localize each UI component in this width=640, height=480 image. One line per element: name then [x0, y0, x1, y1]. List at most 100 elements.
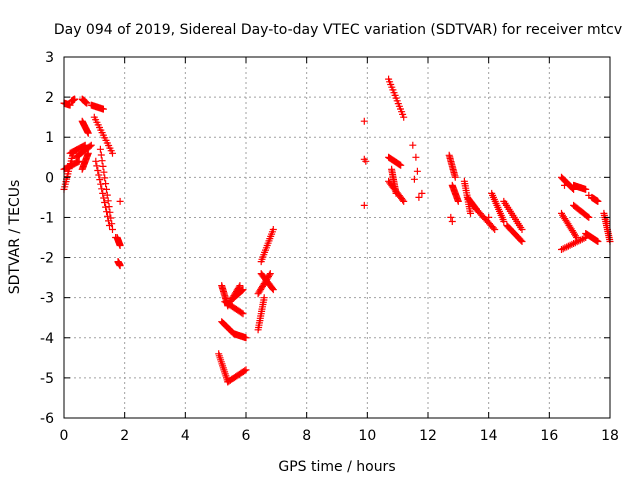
data-point: [585, 213, 593, 221]
y-axis-label: SDTVAR / TECUs: [7, 180, 23, 295]
data-point: [451, 173, 459, 181]
data-point: [116, 262, 124, 270]
data-point: [95, 171, 103, 179]
data-point: [573, 238, 581, 246]
y-tick-label: -3: [40, 291, 54, 307]
data-point: [84, 149, 92, 157]
data-point: [101, 174, 109, 182]
data-point: [418, 189, 426, 197]
data-point: [97, 151, 105, 159]
data-point: [99, 189, 107, 197]
data-point: [71, 95, 79, 103]
x-axis-label: GPS time / hours: [278, 459, 395, 475]
data-points: [60, 75, 614, 386]
data-point: [241, 367, 249, 375]
x-tick-label: 0: [60, 428, 69, 444]
data-point: [409, 141, 417, 149]
data-point: [500, 218, 508, 225]
data-point: [83, 99, 91, 107]
y-tick-label: -4: [40, 331, 54, 347]
data-point: [236, 282, 244, 290]
chart-title: Day 094 of 2019, Sidereal Day-to-day VTE…: [54, 22, 622, 38]
data-point: [518, 238, 526, 245]
data-point: [400, 113, 408, 121]
data-point: [585, 191, 593, 199]
data-point: [564, 242, 572, 250]
data-point: [575, 237, 583, 245]
data-point: [415, 193, 423, 201]
data-point: [491, 226, 499, 233]
data-point: [104, 212, 111, 220]
data-point: [104, 197, 112, 205]
data-point: [489, 224, 497, 232]
data-point: [559, 245, 567, 253]
data-point: [269, 226, 277, 233]
data-point: [594, 197, 602, 205]
x-tick-label: 16: [540, 428, 558, 444]
data-point: [103, 191, 111, 199]
data-point: [98, 157, 106, 165]
data-point: [399, 196, 407, 204]
y-tick-label: -6: [40, 411, 54, 427]
data-point: [109, 226, 116, 233]
data-point: [265, 271, 273, 279]
data-point: [238, 309, 246, 317]
data-point: [584, 213, 592, 221]
data-point: [116, 197, 124, 205]
data-point: [109, 149, 116, 157]
data-point: [413, 167, 421, 175]
data-point: [96, 145, 104, 153]
data-point: [98, 185, 106, 193]
data-point: [410, 175, 418, 183]
data-point: [102, 203, 110, 211]
data-point: [87, 141, 95, 149]
data-point: [66, 101, 74, 109]
data-point: [570, 240, 578, 247]
x-tick-label: 12: [419, 428, 437, 444]
data-point: [603, 218, 611, 225]
x-tick-label: 14: [480, 428, 498, 444]
y-tick-label: -1: [40, 210, 54, 226]
x-tick-label: 2: [120, 428, 129, 444]
data-point: [92, 157, 100, 165]
data-point: [99, 162, 107, 170]
y-tick-label: -5: [40, 371, 54, 387]
data-point: [116, 242, 124, 249]
data-point: [94, 167, 102, 174]
data-point: [467, 209, 474, 217]
data-point: [269, 286, 277, 294]
x-tick-label: 10: [358, 428, 376, 444]
data-point: [242, 366, 250, 374]
y-tick-label: -2: [40, 251, 54, 267]
data-point: [96, 176, 104, 184]
y-tick-label: 1: [45, 130, 54, 146]
data-point: [594, 238, 602, 245]
data-point: [235, 283, 243, 291]
data-point: [580, 234, 588, 242]
plot-frame: [63, 56, 611, 419]
data-point: [558, 246, 565, 253]
data-point: [412, 153, 420, 161]
data-point: [260, 294, 268, 302]
data-point: [97, 180, 105, 188]
data-point: [268, 285, 276, 292]
data-point: [84, 129, 92, 137]
grid: [64, 57, 610, 418]
x-tick-label: 18: [601, 428, 619, 444]
data-point: [397, 161, 405, 169]
data-point: [454, 197, 462, 205]
x-tick-label: 8: [302, 428, 311, 444]
data-point: [103, 208, 111, 216]
data-point: [400, 197, 408, 205]
data-point: [485, 213, 493, 221]
data-point: [112, 234, 120, 241]
x-tick-label: 4: [181, 428, 190, 444]
x-tick-label: 6: [242, 428, 251, 444]
y-tick-label: 3: [45, 50, 54, 66]
data-point: [572, 232, 579, 240]
data-point: [360, 201, 368, 209]
data-point: [100, 168, 108, 176]
data-point: [392, 189, 400, 197]
